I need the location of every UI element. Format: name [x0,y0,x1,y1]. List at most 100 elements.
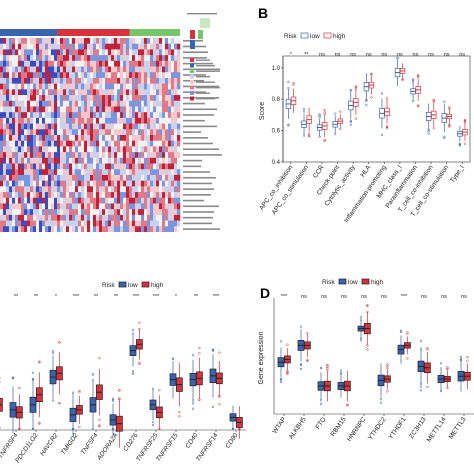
heatmap-cell [39,60,43,67]
heatmap-cell [69,203,73,210]
heatmap-cell [132,197,136,204]
heatmap-cell [27,72,31,79]
heatmap-cell [18,192,22,199]
heatmap-cell [15,66,19,73]
heatmap-cell [162,117,166,124]
heatmap-cell [96,135,100,142]
heatmap-cell [39,83,43,90]
box-outlier [443,135,446,138]
heatmap-cell [84,140,88,147]
heatmap-cell [111,169,115,176]
heatmap-cell [3,180,7,187]
heatmap-cell [153,60,157,67]
heatmap-cell [159,226,163,232]
heatmap-cell [45,197,49,204]
heatmap-cell [135,152,139,159]
heatmap-cell [102,174,106,181]
heatmap-cell [171,140,175,147]
heatmap-cell [153,83,157,90]
heatmap-cell [24,214,28,221]
heatmap-cell [39,220,43,227]
heatmap-cell [57,123,61,130]
heatmap-cell [6,214,10,221]
heatmap-cell [153,186,157,193]
heatmap-cell [117,140,121,147]
heatmap-cell [162,38,166,45]
heatmap-cell [129,55,133,62]
heatmap-cell [156,220,160,227]
box-outlier [432,127,435,130]
heatmap-cell [12,83,16,90]
heatmap-svg [0,13,222,232]
heatmap-cell [102,100,106,107]
heatmap-cell [21,220,25,227]
heatmap-cell [168,117,172,124]
heatmap-cell [159,174,163,181]
heatmap-cell [15,140,19,147]
heatmap-cell [21,129,25,136]
heatmap-cell [153,43,157,50]
heatmap-cell [135,214,139,221]
heatmap-cell [147,135,151,142]
heatmap-cell [21,146,25,153]
heatmap-cell [99,157,103,164]
heatmap-cell [105,203,109,210]
heatmap-cell [75,157,79,164]
heatmap-cell [12,38,16,45]
heatmap-cell [129,135,133,142]
heatmap-cell [21,163,25,170]
heatmap-cell [174,180,178,187]
heatmap-cell [90,192,94,199]
heatmap-cell [78,180,82,187]
heatmap-cell [144,163,148,170]
heatmap-cell [66,152,70,159]
heatmap-cell [81,135,85,142]
heatmap-cell [123,123,127,130]
box-outlier [463,118,467,122]
heatmap-cell [171,117,175,124]
heatmap-cell [3,146,7,153]
heatmap-cell [9,226,13,232]
heatmap-cell [138,77,142,84]
heatmap-cell [66,135,70,142]
heatmap-cell [102,220,106,227]
box-outlier [31,377,35,381]
heatmap-cell [123,152,127,159]
heatmap-cell [168,123,172,130]
heatmap-cell [132,83,136,90]
heatmap-cell [105,186,109,193]
heatmap-cell [159,220,163,227]
legend-label-low: low [348,279,358,286]
row-label-mark [183,114,214,116]
heatmap-cell [54,169,58,176]
heatmap-cell [18,214,22,221]
heatmap-cell [150,43,154,50]
heatmap-cell [117,169,121,176]
heatmap-cell [78,95,82,102]
significance-label: ** [304,52,309,58]
box-outlier [158,389,161,392]
significance-label: ns [321,294,327,300]
legend-key-swatch [190,74,194,79]
heatmap-cell [129,140,133,147]
heatmap-cell [78,214,82,221]
heatmap-cell [87,123,91,130]
heatmap-cell [72,49,76,56]
heatmap-cell [63,203,67,210]
heatmap-cell [162,43,166,50]
heatmap-cell [168,60,172,67]
heatmap-cell [111,135,115,142]
heatmap-cell [156,152,160,159]
heatmap-cell [21,180,25,187]
heatmap-cell [150,169,154,176]
heatmap-cell [51,146,55,153]
significance-label: *** [133,294,140,300]
heatmap-cell [126,83,130,90]
heatmap-cell [15,72,19,79]
heatmap-cell [159,163,163,170]
heatmap-cell [30,83,34,90]
heatmap-cell [138,186,142,193]
heatmap-cell [54,163,58,170]
heatmap-cell [102,135,106,142]
heatmap-cell [129,192,133,199]
